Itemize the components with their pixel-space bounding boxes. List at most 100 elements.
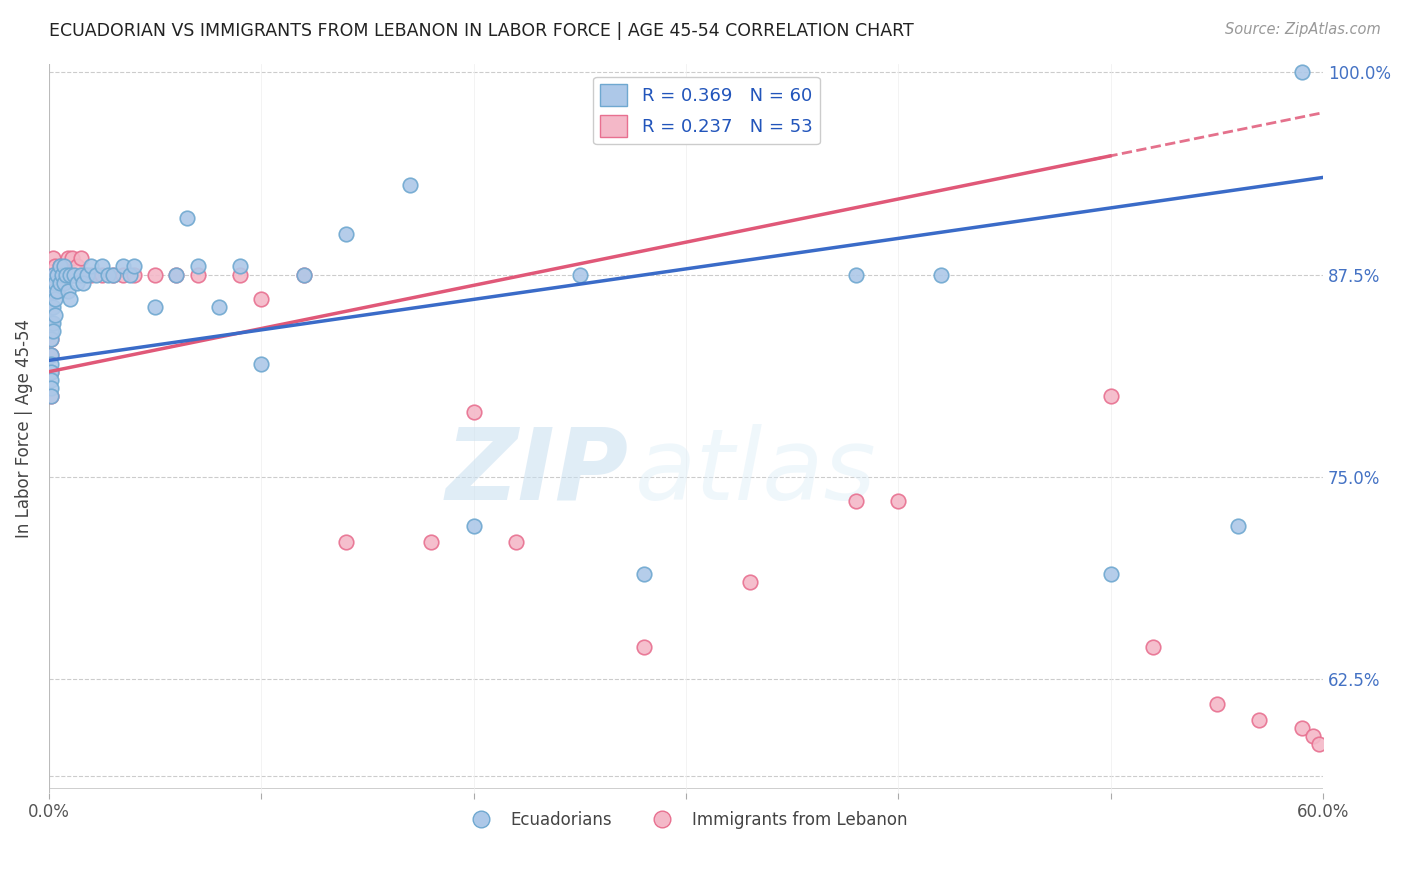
Point	[39, 324, 62, 338]
Point	[463, 518, 485, 533]
Point	[568, 268, 591, 282]
Point	[52, 276, 75, 290]
Point	[101, 268, 124, 282]
Point	[44, 276, 66, 290]
Point	[633, 640, 655, 654]
Point	[39, 365, 62, 379]
Point	[46, 268, 69, 282]
Point	[187, 260, 209, 274]
Point	[59, 292, 82, 306]
Point	[39, 284, 62, 298]
Point	[91, 268, 114, 282]
Point	[46, 284, 69, 298]
Point	[143, 300, 166, 314]
Point	[39, 389, 62, 403]
Point	[42, 252, 65, 266]
Point	[39, 365, 62, 379]
Point	[420, 534, 443, 549]
Point	[165, 268, 187, 282]
Point	[46, 268, 69, 282]
Text: ECUADORIAN VS IMMIGRANTS FROM LEBANON IN LABOR FORCE | AGE 45-54 CORRELATION CHA: ECUADORIAN VS IMMIGRANTS FROM LEBANON IN…	[49, 22, 914, 40]
Point	[39, 316, 62, 330]
Point	[39, 300, 62, 314]
Text: atlas: atlas	[636, 424, 877, 521]
Point	[845, 494, 868, 508]
Point	[1227, 518, 1250, 533]
Point	[69, 268, 91, 282]
Point	[335, 534, 357, 549]
Point	[52, 260, 75, 274]
Point	[56, 252, 79, 266]
Point	[1099, 389, 1122, 403]
Point	[42, 300, 65, 314]
Point	[39, 316, 62, 330]
Point	[39, 332, 62, 346]
Point	[845, 268, 868, 282]
Point	[48, 276, 70, 290]
Point	[44, 292, 66, 306]
Point	[229, 260, 252, 274]
Point	[48, 276, 70, 290]
Point	[463, 405, 485, 419]
Point	[42, 268, 65, 282]
Point	[72, 276, 94, 290]
Point	[84, 268, 107, 282]
Point	[44, 276, 66, 290]
Point	[39, 300, 62, 314]
Point	[52, 260, 75, 274]
Point	[39, 357, 62, 371]
Point	[97, 268, 120, 282]
Point	[63, 268, 86, 282]
Text: Source: ZipAtlas.com: Source: ZipAtlas.com	[1225, 22, 1381, 37]
Point	[112, 268, 135, 282]
Point	[292, 268, 315, 282]
Point	[335, 227, 357, 241]
Point	[44, 260, 66, 274]
Point	[229, 268, 252, 282]
Point	[112, 260, 135, 274]
Point	[1142, 640, 1164, 654]
Y-axis label: In Labor Force | Age 45-54: In Labor Force | Age 45-54	[15, 318, 32, 538]
Point	[176, 211, 198, 225]
Point	[65, 260, 87, 274]
Point	[56, 284, 79, 298]
Point	[55, 268, 77, 282]
Point	[143, 268, 166, 282]
Point	[42, 284, 65, 298]
Point	[929, 268, 952, 282]
Point	[1308, 737, 1330, 751]
Point	[1099, 567, 1122, 582]
Point	[1302, 729, 1324, 743]
Point	[187, 268, 209, 282]
Point	[1291, 721, 1313, 735]
Point	[59, 268, 82, 282]
Point	[42, 316, 65, 330]
Point	[1291, 65, 1313, 79]
Point	[76, 268, 98, 282]
Point	[208, 300, 231, 314]
Point	[122, 268, 145, 282]
Point	[48, 260, 70, 274]
Point	[51, 268, 73, 282]
Point	[39, 349, 62, 363]
Point	[80, 268, 103, 282]
Point	[505, 534, 527, 549]
Point	[1206, 697, 1229, 711]
Point	[887, 494, 910, 508]
Point	[44, 308, 66, 322]
Point	[46, 284, 69, 298]
Point	[39, 373, 62, 387]
Point	[42, 324, 65, 338]
Point	[39, 268, 62, 282]
Point	[39, 332, 62, 346]
Point	[75, 268, 97, 282]
Legend: Ecuadorians, Immigrants from Lebanon: Ecuadorians, Immigrants from Lebanon	[457, 804, 915, 835]
Point	[633, 567, 655, 582]
Point	[1249, 713, 1271, 727]
Point	[91, 260, 114, 274]
Point	[250, 357, 273, 371]
Text: ZIP: ZIP	[446, 424, 628, 521]
Point	[122, 260, 145, 274]
Point	[738, 575, 761, 590]
Point	[292, 268, 315, 282]
